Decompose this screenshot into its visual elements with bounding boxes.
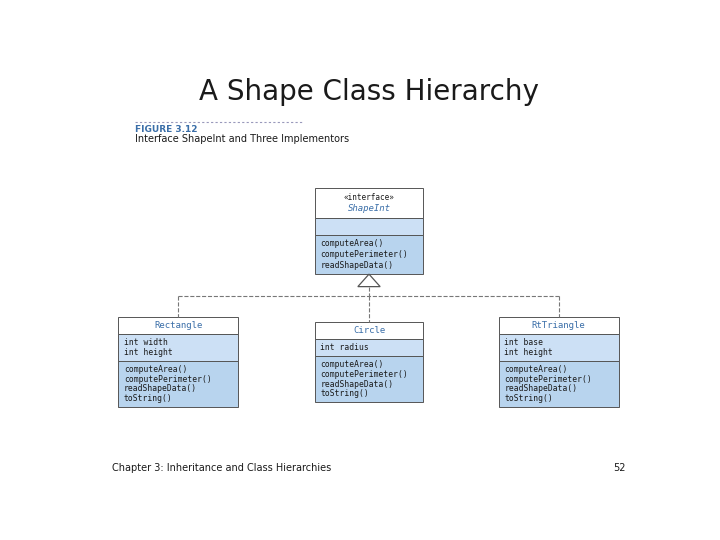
- Text: int width: int width: [124, 338, 168, 347]
- Text: computePerimeter(): computePerimeter(): [320, 370, 408, 379]
- Text: toString(): toString(): [320, 389, 369, 399]
- Text: int base: int base: [504, 338, 544, 347]
- Bar: [315, 235, 423, 274]
- Bar: [315, 322, 423, 339]
- Text: Chapter 3: Inheritance and Class Hierarchies: Chapter 3: Inheritance and Class Hierarc…: [112, 463, 332, 473]
- Text: FIGURE 3.12: FIGURE 3.12: [135, 125, 197, 134]
- Text: Interface ShapeInt and Three Implementors: Interface ShapeInt and Three Implementor…: [135, 134, 348, 144]
- Text: 52: 52: [613, 463, 626, 473]
- Text: readShapeData(): readShapeData(): [320, 380, 393, 389]
- Text: int height: int height: [124, 348, 173, 357]
- Bar: [315, 356, 423, 402]
- Bar: [499, 334, 618, 361]
- Text: computeArea(): computeArea(): [504, 364, 567, 374]
- Text: A Shape Class Hierarchy: A Shape Class Hierarchy: [199, 78, 539, 106]
- Text: readShapeData(): readShapeData(): [124, 384, 197, 393]
- Text: Circle: Circle: [353, 326, 385, 335]
- Text: readShapeData(): readShapeData(): [320, 261, 393, 270]
- Bar: [499, 318, 618, 334]
- Text: readShapeData(): readShapeData(): [504, 384, 577, 393]
- Text: Rectangle: Rectangle: [154, 321, 202, 330]
- Text: RtTriangle: RtTriangle: [532, 321, 585, 330]
- Bar: [118, 318, 238, 334]
- Bar: [315, 339, 423, 356]
- Text: toString(): toString(): [504, 394, 553, 403]
- Text: toString(): toString(): [124, 394, 173, 403]
- Text: computePerimeter(): computePerimeter(): [320, 250, 408, 259]
- Bar: [118, 361, 238, 407]
- Text: computePerimeter(): computePerimeter(): [504, 375, 592, 383]
- Text: computeArea(): computeArea(): [320, 239, 384, 248]
- Text: computeArea(): computeArea(): [320, 360, 384, 369]
- Text: «interface»: «interface»: [343, 193, 395, 202]
- Text: int height: int height: [504, 348, 553, 357]
- Bar: [499, 361, 618, 407]
- Bar: [315, 218, 423, 235]
- Text: ShapeInt: ShapeInt: [348, 204, 390, 213]
- Bar: [315, 188, 423, 218]
- Text: int radius: int radius: [320, 343, 369, 352]
- Bar: [118, 334, 238, 361]
- Text: computeArea(): computeArea(): [124, 364, 187, 374]
- Text: computePerimeter(): computePerimeter(): [124, 375, 212, 383]
